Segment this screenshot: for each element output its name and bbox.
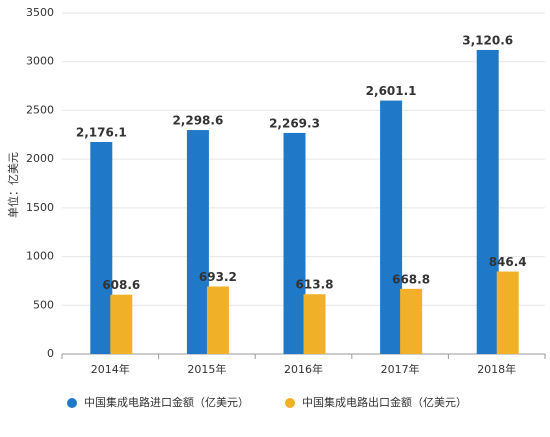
- bar: [186, 130, 209, 354]
- legend-label: 中国集成电路进口金额（亿美元）: [84, 395, 249, 409]
- bar: [380, 100, 403, 354]
- y-tick-label: 1000: [26, 250, 54, 263]
- y-tick-label: 500: [33, 298, 54, 311]
- value-label: 846.4: [489, 255, 527, 269]
- y-tick-label: 3000: [26, 55, 54, 68]
- value-label: 613.8: [296, 278, 334, 292]
- y-axis-label: 单位：亿美元: [6, 152, 20, 218]
- y-tick-label: 0: [47, 347, 54, 360]
- value-label: 2,601.1: [366, 84, 417, 98]
- value-label: 2,298.6: [172, 114, 223, 128]
- y-tick-label: 2500: [26, 103, 54, 116]
- value-label: 608.6: [102, 278, 140, 292]
- y-tick-label: 1500: [26, 201, 54, 214]
- value-label: 668.8: [392, 272, 430, 286]
- value-label: 3,120.6: [462, 33, 513, 47]
- bar: [476, 49, 499, 354]
- legend-marker: [67, 398, 77, 408]
- bar: [303, 294, 326, 354]
- y-tick-label: 2000: [26, 152, 54, 165]
- bar: [110, 294, 133, 354]
- value-label: 693.2: [199, 270, 237, 284]
- bar: [400, 288, 423, 354]
- x-tick-label: 2015年: [187, 362, 226, 376]
- y-tick-label: 3500: [26, 6, 54, 19]
- x-tick-label: 2018年: [477, 362, 516, 376]
- bar: [496, 271, 519, 354]
- bar: [283, 132, 306, 354]
- bar: [206, 286, 229, 354]
- x-tick-label: 2016年: [284, 362, 323, 376]
- x-tick-label: 2014年: [91, 362, 130, 376]
- bar: [90, 141, 113, 354]
- value-label: 2,269.3: [269, 116, 320, 130]
- value-label: 2,176.1: [76, 125, 127, 139]
- legend-label: 中国集成电路出口金额（亿美元）: [302, 395, 467, 409]
- x-tick-label: 2017年: [381, 362, 420, 376]
- legend-marker: [285, 398, 295, 408]
